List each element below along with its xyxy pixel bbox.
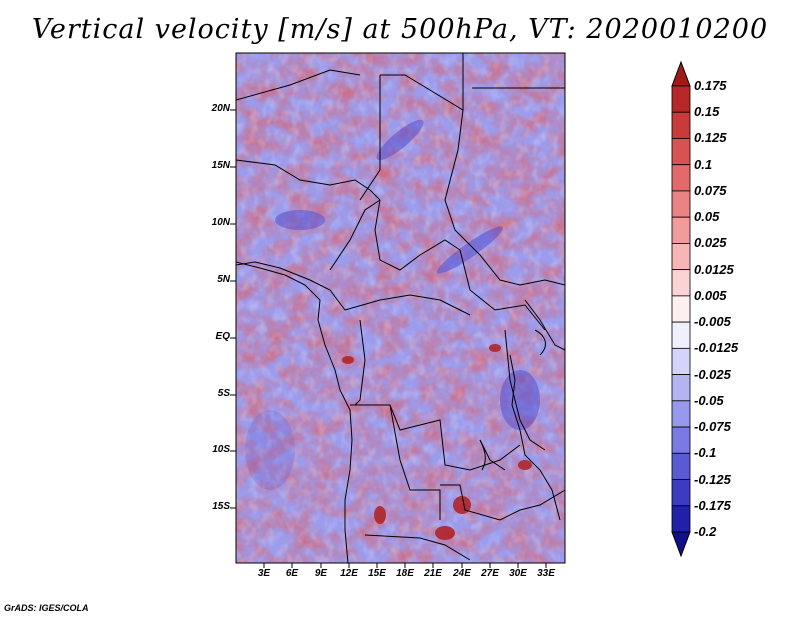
colorbar-bottom-arrow [671, 531, 691, 558]
lat-label-20n: 20N [211, 103, 230, 114]
colorbar-swatch [671, 138, 691, 166]
lon-label-24e: 24E [453, 568, 471, 579]
lat-label-10s: 10S [212, 444, 230, 455]
downdraft-streaks [245, 119, 540, 490]
lon-label-18e: 18E [396, 568, 414, 579]
colorbar-level-label: 0.075 [694, 182, 727, 198]
velocity-field [236, 53, 565, 563]
lon-label-3e: 3E [257, 568, 271, 579]
colorbar-swatch [671, 295, 691, 323]
lon-label-30e: 30E [509, 568, 527, 579]
colorbar-swatch [671, 164, 691, 192]
colorbar [671, 60, 691, 558]
lat-label-15s: 15S [212, 501, 230, 512]
colorbar-level-label: -0.125 [694, 471, 731, 487]
lon-label-33e: 33E [537, 568, 555, 579]
colorbar-swatch [671, 452, 691, 480]
country-borders [236, 53, 565, 561]
colorbar-level-label: 0.175 [694, 78, 727, 93]
colorbar-level-label: -0.2 [694, 524, 717, 539]
colorbar-swatch [671, 321, 691, 349]
colorbar-level-label: 0.1 [694, 156, 713, 172]
lon-label-6e: 6E [285, 568, 299, 579]
colorbar-swatch [671, 505, 691, 533]
colorbar-level-label: 0.0125 [694, 261, 734, 277]
colorbar-level-label: -0.1 [694, 445, 717, 461]
axis-ticks [230, 109, 547, 568]
colorbar-swatch [671, 243, 691, 271]
colorbar-swatch [671, 374, 691, 402]
coastline [236, 261, 561, 563]
colorbar-swatch [671, 426, 691, 454]
colorbar-level-label: -0.175 [694, 497, 731, 513]
colorbar-swatch [671, 400, 691, 428]
colorbar-swatch [671, 269, 691, 297]
updraft-cores [342, 344, 532, 540]
colorbar-level-label: -0.075 [694, 419, 731, 435]
lat-label-10n: 10N [211, 217, 230, 228]
colorbar-swatch [671, 85, 691, 113]
colorbar-level-label: 0.15 [694, 104, 720, 120]
footer-credit: GrADS: IGES/COLA [4, 603, 89, 613]
colorbar-level-label: 0.025 [694, 235, 727, 251]
colorbar-swatch [671, 190, 691, 218]
lat-label-5s: 5S [217, 388, 230, 399]
colorbar-level-label: -0.05 [694, 392, 724, 408]
colorbar-level-label: 0.125 [694, 130, 727, 146]
colorbar-swatch [671, 479, 691, 507]
lon-label-21e: 21E [424, 568, 442, 579]
lat-label-eq: EQ [215, 331, 230, 342]
lat-label-5n: 5N [217, 274, 230, 285]
colorbar-level-label: -0.005 [694, 314, 731, 330]
colorbar-swatch [671, 111, 691, 139]
chart-title: Vertical velocity [m/s] at 500hPa, VT: 2… [31, 14, 769, 45]
colorbar-level-label: 0.005 [694, 287, 727, 303]
colorbar-swatch [671, 347, 691, 375]
colorbar-level-label: -0.025 [694, 366, 731, 382]
lon-label-27e: 27E [481, 568, 499, 579]
map-frame [235, 52, 566, 564]
lat-label-15n: 15N [211, 160, 230, 171]
colorbar-level-label: 0.05 [694, 209, 720, 225]
lon-label-12e: 12E [340, 568, 358, 579]
colorbar-swatch [671, 216, 691, 244]
lon-label-15e: 15E [368, 568, 386, 579]
colorbar-level-label: -0.0125 [694, 340, 739, 356]
lon-label-9e: 9E [314, 568, 328, 579]
colorbar-top-arrow [671, 60, 691, 87]
